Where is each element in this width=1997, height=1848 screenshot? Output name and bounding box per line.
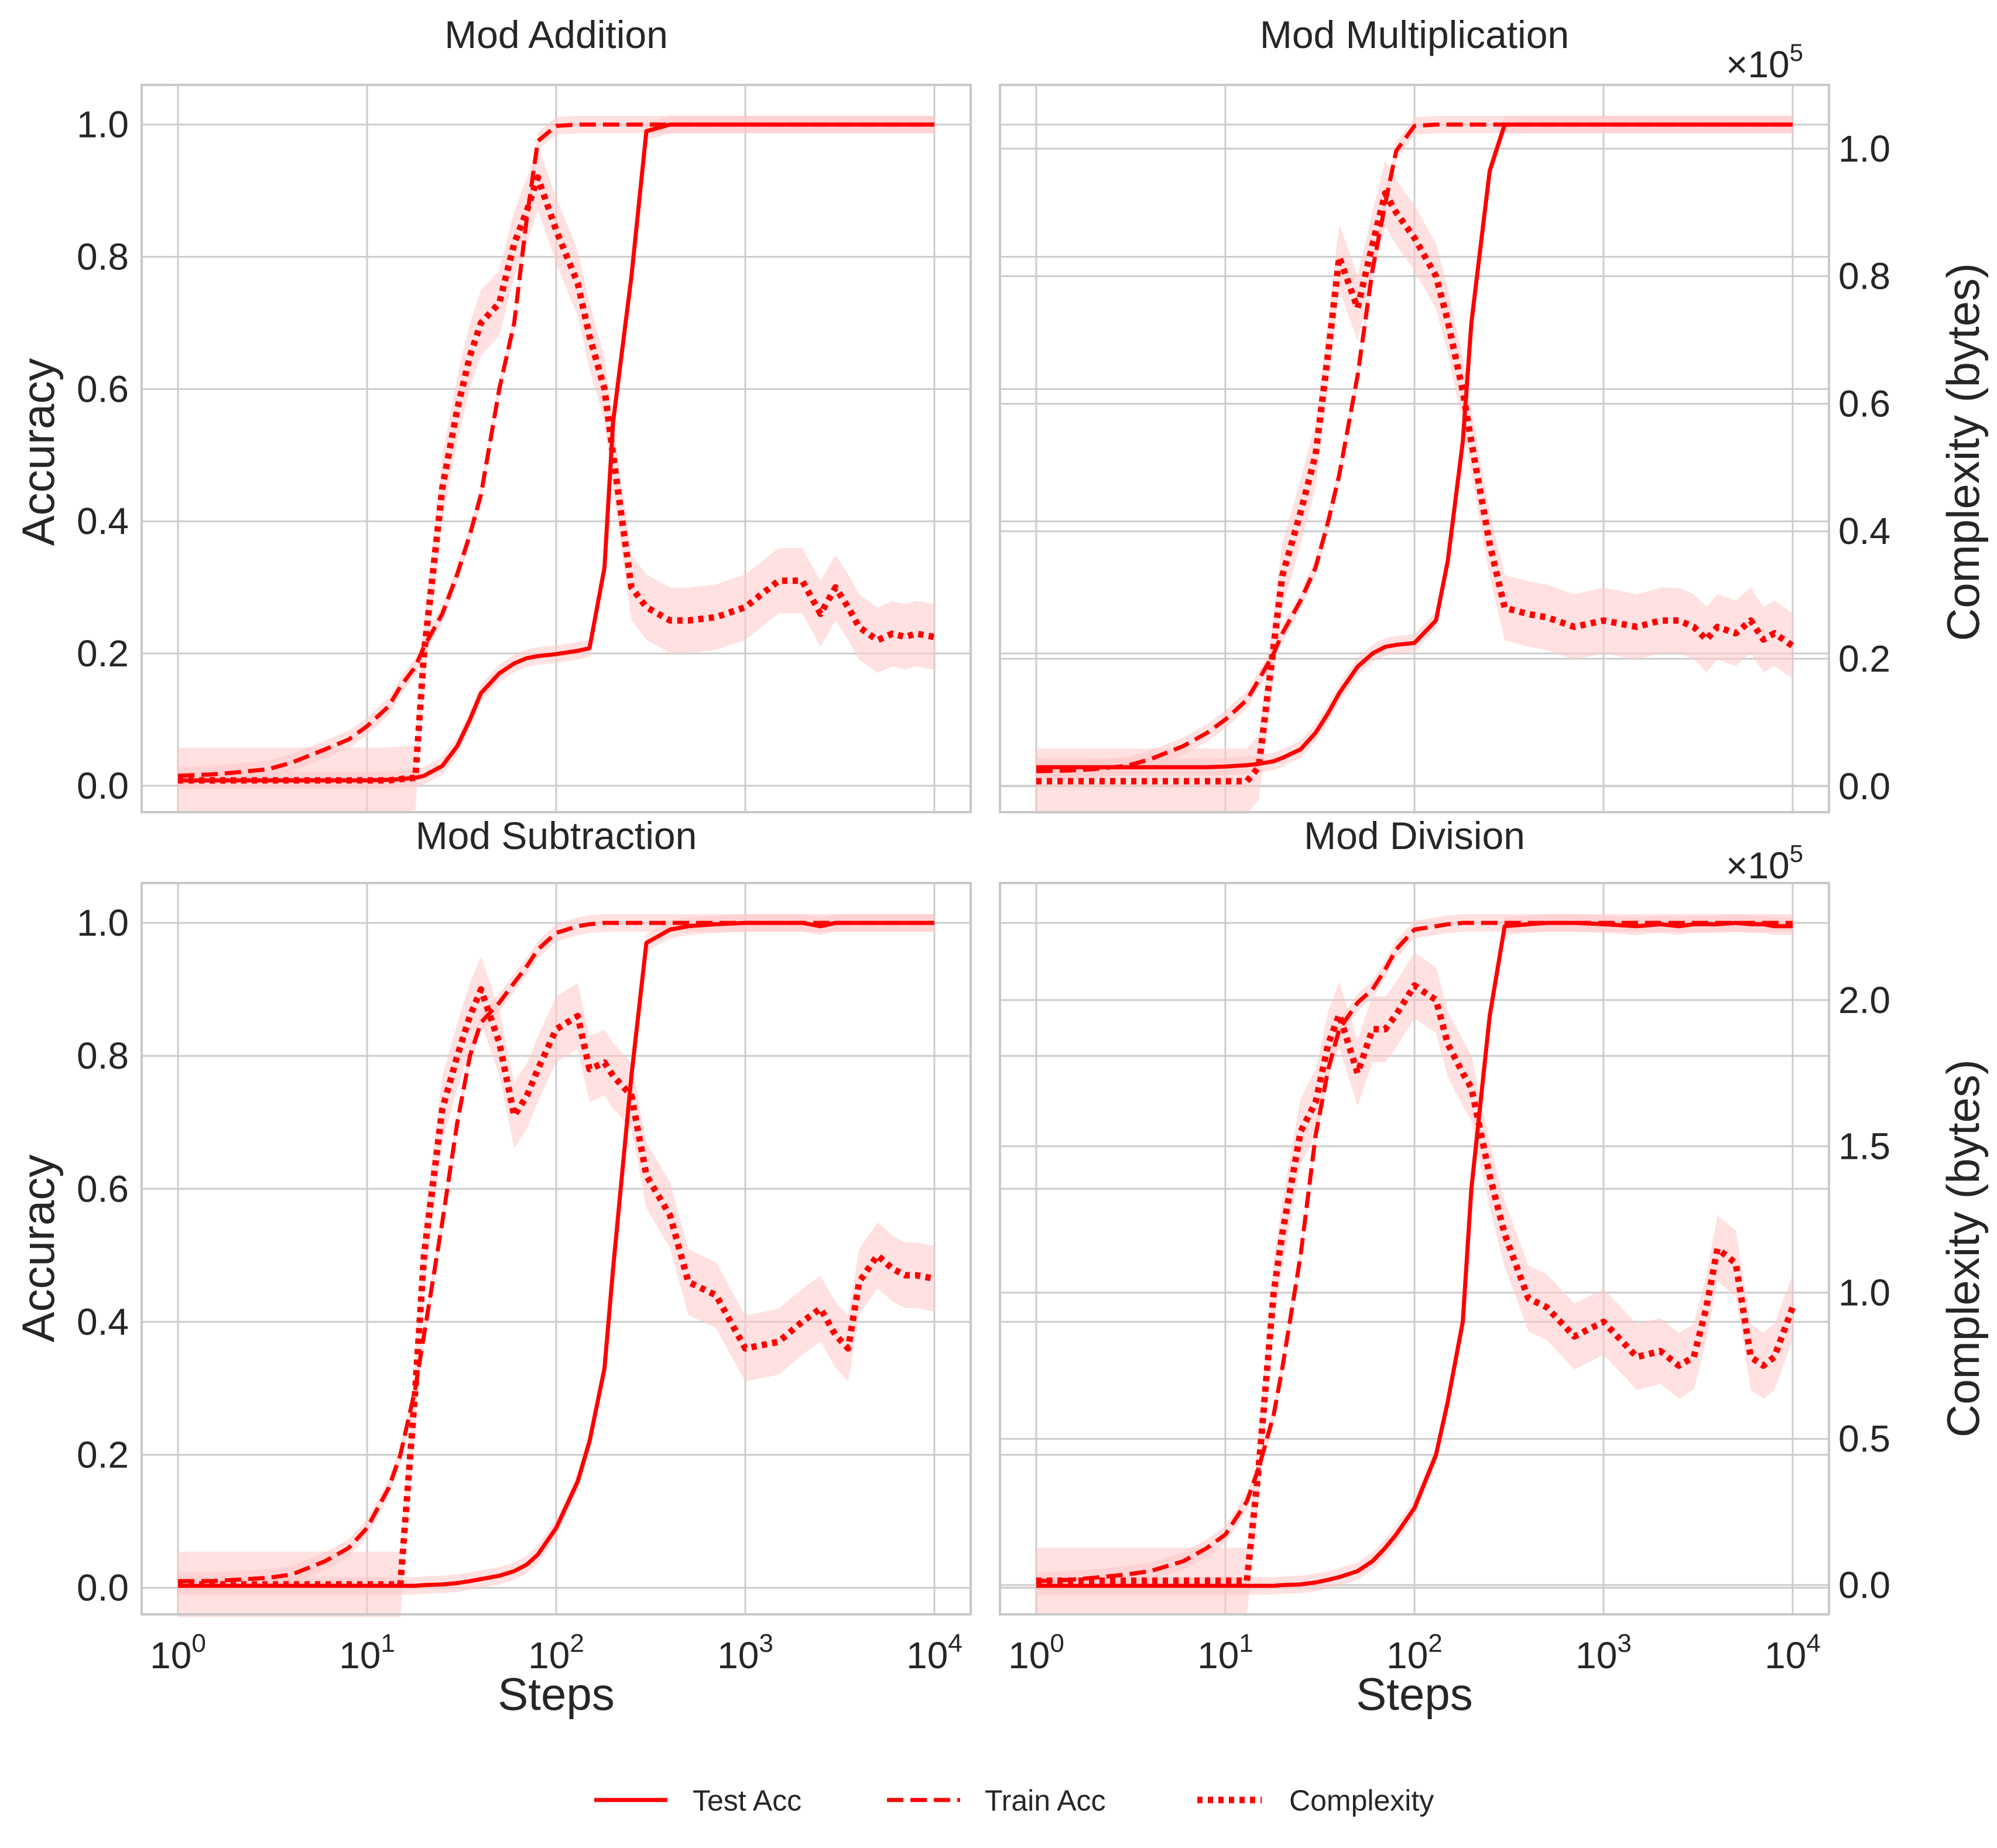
- y2-tick-label: 0.8: [1838, 255, 1890, 297]
- y-tick-label: 0.4: [77, 500, 129, 542]
- x-tick-exp: 3: [1617, 1629, 1631, 1658]
- x-tick-exp: 4: [1806, 1629, 1820, 1658]
- x-tick-exp: 2: [570, 1629, 584, 1658]
- multiplier-top: ×105: [1726, 39, 1803, 85]
- series-dotted: [1036, 982, 1796, 1584]
- y-axis-label-bottom: Accuracy: [12, 1155, 64, 1343]
- series-dashed: [178, 920, 934, 1583]
- x-tick-label: 100: [150, 1629, 206, 1676]
- legend-test-label: Test Acc: [693, 1784, 801, 1817]
- y2-tick-label: 0.4: [1838, 510, 1890, 552]
- multiplier-top-base: ×10: [1726, 43, 1790, 85]
- plot-frame: [999, 84, 1830, 813]
- legend-complexity-label: Complexity: [1289, 1784, 1434, 1817]
- panels: 0.00.20.40.60.81.00.00.20.40.60.81.00.00…: [77, 84, 1890, 1676]
- legend-train-label: Train Acc: [985, 1784, 1106, 1817]
- x-tick-base: 10: [717, 1634, 759, 1676]
- x-tick-exp: 1: [1239, 1629, 1253, 1658]
- series-dotted: [1036, 190, 1795, 785]
- y2-axis-label-top: Complexity (bytes): [1937, 263, 1989, 641]
- x-tick-base: 10: [1008, 1634, 1050, 1676]
- x-tick-exp: 1: [381, 1629, 395, 1658]
- x-axis-label-right: Steps: [1356, 1668, 1472, 1720]
- x-tick-exp: 0: [1050, 1629, 1064, 1658]
- y-tick-label: 0.0: [77, 765, 129, 807]
- series-dashed: [1036, 920, 1793, 1583]
- x-tick-base: 10: [339, 1634, 381, 1676]
- x-tick-base: 10: [150, 1634, 191, 1676]
- x-tick-label: 103: [1575, 1629, 1632, 1676]
- legend: Test Acc Train Acc Complexity: [594, 1784, 1434, 1817]
- y-tick-label: 0.6: [77, 368, 129, 410]
- y-tick-label: 0.2: [77, 632, 129, 675]
- x-tick-base: 10: [906, 1634, 948, 1676]
- y-tick-label: 0.2: [77, 1433, 129, 1476]
- x-tick-base: 10: [1765, 1634, 1806, 1676]
- series-dotted: [178, 174, 935, 784]
- x-axis-label-left: Steps: [498, 1668, 614, 1720]
- x-tick-exp: 4: [948, 1629, 962, 1658]
- title-mod-division: Mod Division: [1304, 814, 1525, 857]
- y2-tick-label: 1.5: [1838, 1125, 1890, 1168]
- y-axis-label-top: Accuracy: [12, 358, 64, 546]
- plot-frame: [141, 84, 972, 813]
- x-tick-label: 101: [339, 1629, 395, 1676]
- x-tick-base: 10: [1197, 1634, 1239, 1676]
- x-tick-label: 102: [528, 1629, 584, 1676]
- y-tick-label: 1.0: [77, 902, 129, 944]
- series-dashed: [177, 122, 934, 778]
- x-tick-base: 10: [528, 1634, 570, 1676]
- y-tick-label: 1.0: [77, 104, 129, 146]
- plot-frame: [999, 882, 1830, 1616]
- y2-tick-label: 0.6: [1838, 382, 1890, 425]
- x-tick-label: 102: [1386, 1629, 1443, 1676]
- band-dotted: [1036, 160, 1793, 815]
- y2-axis-label-bottom: Complexity (bytes): [1937, 1059, 1989, 1438]
- y2-tick-label: 0.0: [1838, 1564, 1890, 1606]
- x-tick-base: 10: [1386, 1634, 1428, 1676]
- panel-1: 0.0 0.2 0.4 0.6 0.8 1.0: [999, 84, 1890, 815]
- y-tick-label: 0.8: [77, 1035, 129, 1077]
- svg-text:×105: ×105: [1726, 840, 1803, 887]
- plot-frame: [141, 882, 972, 1616]
- y2-tick-label: 0.5: [1838, 1418, 1890, 1460]
- title-mod-addition: Mod Addition: [444, 13, 668, 56]
- x-tick-exp: 2: [1428, 1629, 1442, 1658]
- title-mod-multiplication: Mod Multiplication: [1260, 13, 1569, 56]
- x-tick-label: 104: [1765, 1629, 1821, 1676]
- title-mod-subtraction: Mod Subtraction: [416, 814, 697, 857]
- x-tick-base: 10: [1575, 1634, 1617, 1676]
- multiplier-bottom-base: ×10: [1726, 844, 1790, 887]
- x-tick-label: 104: [906, 1629, 962, 1676]
- x-tick-label: 103: [717, 1629, 773, 1676]
- x-tick-label: 100: [1008, 1629, 1064, 1676]
- y-tick-label: 0.8: [77, 236, 129, 278]
- y-tick-label: 0.4: [77, 1301, 129, 1343]
- panel-0: 0.0 0.2 0.4 0.6 0.8 1.0: [77, 84, 972, 813]
- y2-tick-label: 0.0: [1838, 765, 1890, 807]
- x-tick-label: 101: [1197, 1629, 1253, 1676]
- multiplier-bottom-exp: 5: [1790, 840, 1803, 867]
- series-dotted: [178, 986, 935, 1588]
- multiplier-top-exp: 5: [1790, 39, 1803, 66]
- y-tick-label: 0.0: [77, 1567, 129, 1609]
- y2-tick-label: 1.0: [1838, 128, 1890, 170]
- y2-tick-label: 2.0: [1838, 979, 1890, 1021]
- multiplier-bottom: ×105: [1726, 840, 1803, 887]
- y2-tick-label: 1.0: [1838, 1271, 1890, 1313]
- y2-tick-label: 0.2: [1838, 638, 1890, 680]
- series-dashed: [1036, 122, 1793, 774]
- svg-text:×105: ×105: [1726, 39, 1803, 85]
- x-tick-exp: 0: [191, 1629, 205, 1658]
- y-tick-label: 0.6: [77, 1168, 129, 1210]
- x-tick-exp: 3: [759, 1629, 773, 1658]
